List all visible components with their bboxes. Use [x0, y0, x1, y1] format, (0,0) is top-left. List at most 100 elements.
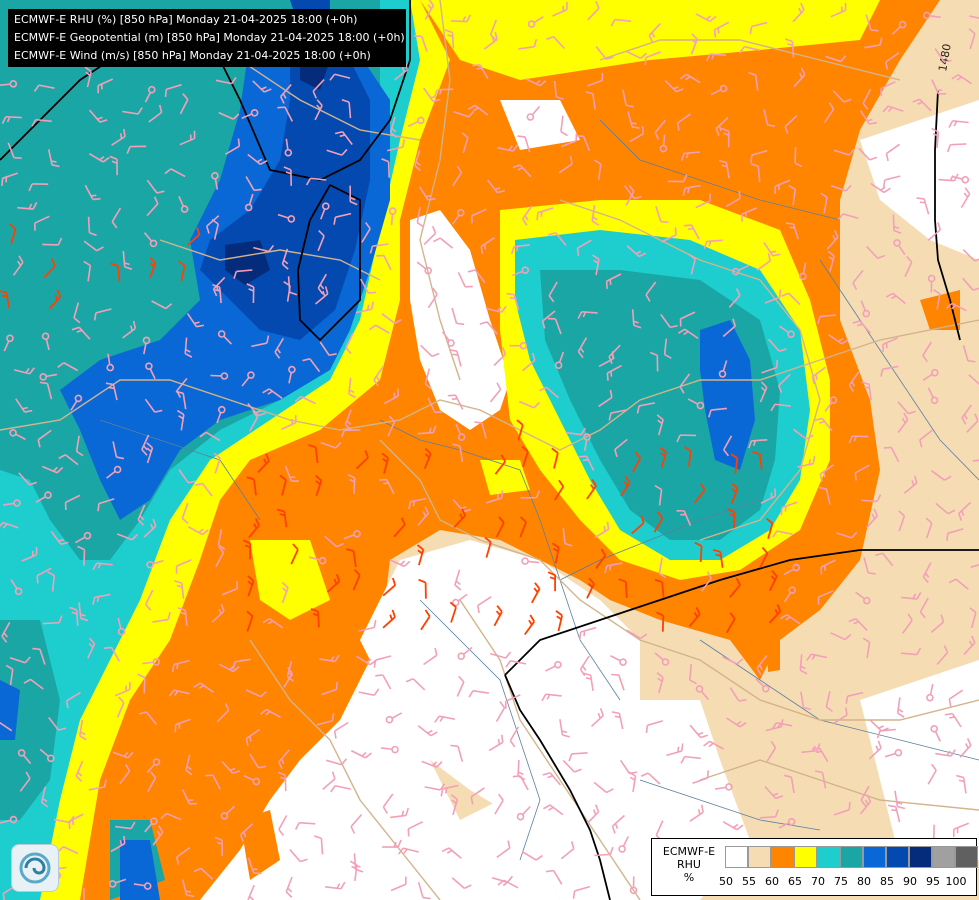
wind-barb — [892, 214, 902, 234]
wind-barb — [854, 464, 870, 481]
wind-barb — [606, 364, 622, 381]
wind-barb — [84, 66, 92, 88]
wind-barb — [793, 67, 806, 88]
wind-barb — [560, 841, 575, 860]
wind-barb — [352, 569, 361, 591]
wind-barb — [441, 331, 455, 347]
wind-barb — [629, 876, 638, 895]
wind-barb — [595, 548, 607, 570]
legend-tick: 95 — [926, 875, 940, 888]
wind-barb — [233, 269, 253, 279]
wind-barb — [591, 205, 599, 226]
wind-barb — [862, 88, 872, 110]
wind-barb — [645, 281, 657, 302]
wind-barb — [586, 478, 597, 500]
wind-barb — [576, 239, 592, 256]
wind-barb — [900, 647, 922, 656]
wind-barb — [824, 396, 838, 412]
wind-barb — [750, 149, 768, 163]
wind-barb — [416, 544, 425, 566]
wind-barb — [112, 441, 125, 460]
wind-barb — [110, 835, 126, 853]
wind-barb — [516, 806, 531, 821]
wind-barb — [19, 771, 31, 792]
wind-barb — [524, 614, 535, 636]
wind-barb — [213, 452, 221, 474]
wind-barb — [160, 812, 182, 821]
wind-barb — [594, 846, 614, 857]
wind-barb — [772, 530, 793, 538]
wind-barb — [946, 143, 967, 153]
wind-barb — [325, 758, 348, 766]
wind-barb — [945, 302, 967, 312]
wind-barb — [87, 637, 96, 659]
wind-barb — [496, 840, 511, 859]
wind-barb — [680, 755, 701, 764]
wind-barb — [823, 102, 835, 123]
wind-barb — [174, 580, 185, 599]
wind-barb — [39, 381, 53, 400]
wind-barb — [759, 381, 768, 403]
wind-barb — [333, 212, 352, 225]
wind-barb — [631, 451, 642, 473]
wind-barb — [214, 836, 224, 857]
wind-barb — [770, 403, 791, 412]
legend-tick: 100 — [945, 875, 967, 888]
wind-barb — [73, 302, 81, 324]
wind-barb — [243, 774, 261, 786]
wind-barb — [714, 783, 733, 791]
wind-barb — [946, 528, 964, 541]
wind-barb — [216, 405, 226, 424]
wind-barb — [47, 571, 56, 592]
wind-barb — [963, 635, 976, 656]
wind-barb — [852, 320, 871, 334]
wind-barb — [289, 848, 308, 863]
wind-barb — [959, 738, 972, 758]
wind-barb — [152, 825, 164, 846]
wind-barb — [692, 770, 709, 784]
wind-barb — [826, 229, 839, 250]
legend: ECMWF-E RHU % 50 55 60 65 70 75 80 85 90 95 100 — [651, 838, 978, 896]
wind-barb — [39, 373, 58, 381]
legend-swatch — [725, 846, 748, 868]
wind-barb — [779, 325, 795, 339]
wind-barb — [144, 589, 154, 611]
wind-barb — [88, 153, 110, 163]
wind-barb — [181, 879, 195, 898]
wind-barb — [610, 18, 631, 27]
wind-barb — [319, 341, 337, 357]
title-line-geopotential: ECMWF-E Geopotential (m) [850 hPa] Monda… — [14, 31, 405, 44]
wind-barb — [927, 763, 937, 785]
wind-barb — [625, 184, 635, 206]
wind-barb — [712, 548, 724, 568]
wind-barb — [117, 533, 139, 541]
wind-barb — [694, 541, 703, 562]
wind-barb — [504, 694, 521, 709]
wind-barb — [560, 133, 578, 148]
wind-barb — [816, 314, 836, 325]
wind-barb — [417, 881, 431, 900]
wind-barb — [252, 80, 272, 93]
wind-barb — [1, 621, 11, 643]
wind-barb — [470, 787, 485, 805]
legend-title: ECMWF-E RHU % — [654, 845, 724, 884]
wind-barb — [663, 338, 672, 359]
wind-barb — [449, 601, 457, 623]
wind-barb — [247, 402, 266, 417]
wind-barb — [205, 774, 221, 790]
wind-barb — [519, 516, 527, 538]
wind-barb — [542, 771, 562, 786]
wind-barb — [355, 301, 374, 314]
wind-barb — [290, 543, 299, 565]
legend-tick: 80 — [857, 875, 871, 888]
wind-barb — [780, 501, 798, 516]
wind-barb — [833, 802, 851, 816]
wind-barb — [723, 435, 733, 457]
wind-barb — [423, 447, 432, 470]
wind-barb — [969, 607, 977, 629]
wind-barb — [216, 703, 230, 723]
wind-barb — [521, 445, 529, 468]
wind-barb — [390, 807, 409, 819]
wind-barb — [302, 358, 321, 373]
wind-barb — [358, 619, 377, 632]
